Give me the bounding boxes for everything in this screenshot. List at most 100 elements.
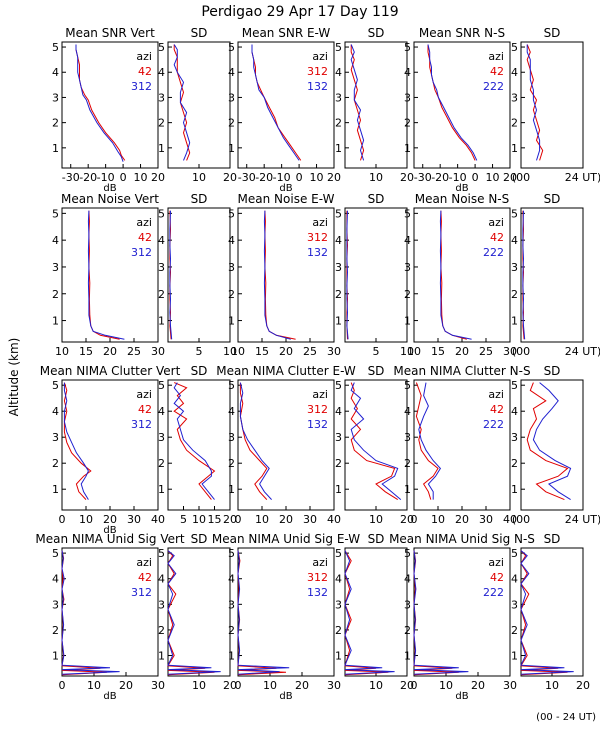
panel-title: SD [368,532,385,546]
panel-noise-5: SD 1 2 3 4 5 (00 24 UT) [511,192,600,358]
x-tick-label: 5 [180,513,187,526]
y-tick-label: 5 [228,547,235,560]
panel-title: Mean SNR Vert [65,26,155,40]
x-axis-unit: dB [279,183,292,194]
panel-unid-5: SD 1 2 3 4 5 10 20 [511,532,590,692]
x-tick-label: 20 [151,171,165,184]
trace-red [75,44,126,161]
y-tick-label: 1 [511,483,518,496]
x-tick-label: 40 [503,513,517,526]
x-tick-label: 10 [87,679,101,692]
y-tick-label: 3 [228,431,235,444]
legend-azimuth-blue: 222 [483,418,504,431]
panel-title: Mean NIMA Unid Sig Vert [35,532,185,546]
x-tick-label: 20 [576,679,590,692]
x-tick-label: 20 [471,679,485,692]
x-tick-label: -20 [431,171,449,184]
y-tick-label: 1 [511,315,518,328]
panel-frame [520,379,584,511]
trace-red [350,382,398,501]
trace-blue [173,44,191,161]
x-tick-label: 0 [59,513,66,526]
panel-title: Mean NIMA Unid Sig N-S [389,532,535,546]
panel-title: Mean NIMA Clutter N-S [393,364,530,378]
trace-red [239,382,268,500]
x-tick-label: 30 [503,679,517,692]
y-tick-label: 4 [511,234,518,247]
y-axis-label: Altitude (km) [7,338,21,417]
legend-azimuth-blue: 132 [307,246,328,259]
legend-azimuth-red: 312 [307,571,328,584]
y-tick-label: 4 [228,234,235,247]
x-axis-unit: dB [455,183,468,194]
trace-blue [439,210,472,340]
y-tick-label: 2 [228,288,235,301]
y-tick-label: 1 [228,483,235,496]
y-tick-label: 1 [404,315,411,328]
y-tick-label: 1 [404,483,411,496]
legend-header: azi [488,556,504,569]
trace-blue [237,550,290,675]
trace-red [413,550,459,676]
x-tick-label: -20 [79,171,97,184]
panel-unid-0: Mean NIMA Unid Sig Vert 1 2 3 4 5 0 10 20 30 dB azi… [35,532,185,702]
x-tick-label: 20 [327,171,341,184]
legend-azimuth-red: 42 [490,65,504,78]
x-tick-label: 10 [486,171,500,184]
x-tick-label: 30 [503,345,517,358]
y-tick-label: 1 [511,650,518,663]
legend-azimuth-blue: 312 [131,246,152,259]
x-tick-label: 15 [79,345,93,358]
panel-title: Mean SNR N-S [419,26,505,40]
y-tick-label: 1 [52,483,59,496]
x-tick-label: (00 [512,171,530,184]
trace-blue [413,550,469,675]
panel-title: Mean NIMA Clutter E-W [216,364,356,378]
panel-frame [413,41,511,169]
trace-blue [418,382,442,500]
legend-header: azi [488,216,504,229]
x-tick-label: 15 [431,345,445,358]
x-tick-label: 20 [223,513,237,526]
trace-blue [75,44,124,162]
y-tick-label: 4 [228,405,235,418]
legend-header: azi [312,556,328,569]
x-tick-label: 20 [503,171,517,184]
panel-frame [237,547,335,677]
x-tick-label: 5 [196,345,203,358]
legend-header: azi [136,216,152,229]
y-tick-label: 2 [52,117,59,130]
trace-blue [427,44,478,161]
x-tick-label: 0 [59,679,66,692]
y-tick-label: 5 [228,41,235,54]
panel-frame [520,547,584,677]
y-tick-label: 5 [52,207,59,220]
x-tick-label: -20 [255,171,273,184]
y-tick-label: 3 [52,598,59,611]
legend-header: azi [488,50,504,63]
y-tick-label: 1 [335,483,342,496]
x-tick-label: 30 [479,513,493,526]
trace-red [173,382,216,500]
legend-azimuth-red: 42 [138,403,152,416]
panel-frame [520,207,584,343]
y-tick-label: 2 [404,624,411,637]
legend-azimuth-blue: 222 [483,246,504,259]
y-tick-label: 5 [335,547,342,560]
y-tick-label: 4 [228,66,235,79]
legend-header: azi [312,388,328,401]
y-tick-label: 3 [52,91,59,104]
legend-header: azi [312,216,328,229]
y-tick-label: 4 [158,573,165,586]
y-tick-label: 1 [158,142,165,155]
y-tick-label: 4 [335,405,342,418]
y-tick-label: 2 [228,457,235,470]
x-axis-unit: dB [103,691,116,702]
x-tick-label: 10 [369,679,383,692]
x-tick-label: 5 [373,345,380,358]
legend-header: azi [312,50,328,63]
